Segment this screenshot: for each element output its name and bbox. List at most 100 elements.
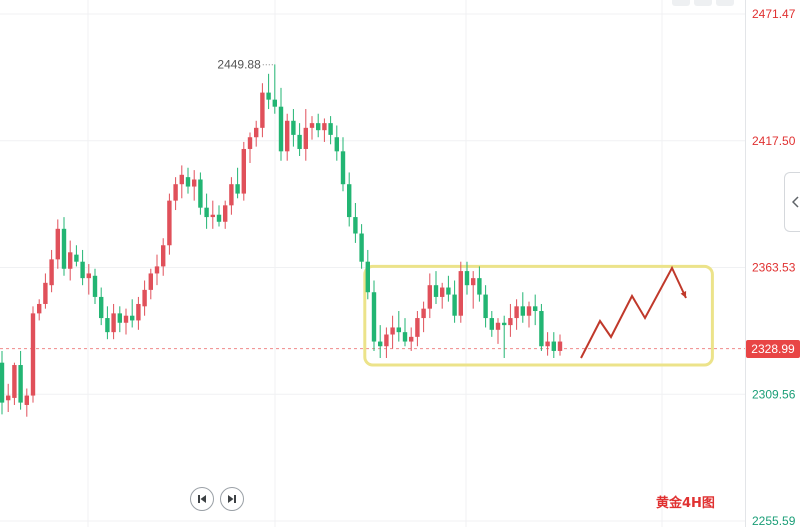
candle [514,299,519,330]
candle [359,224,364,269]
candle [340,137,346,192]
high-price-label: 2449.88 [217,58,261,72]
candle [241,141,246,201]
chevron-left-icon [791,196,799,208]
candle-body [167,200,172,246]
candle-body [347,184,352,218]
current-price-tag: 2328.99 [746,339,800,358]
candle-body [520,306,525,316]
candle-body [285,120,290,152]
candle [210,200,215,229]
next-button[interactable] [220,487,244,511]
candle [179,165,184,199]
top-tab[interactable] [672,0,690,6]
candle-body [489,318,494,330]
candle-body [92,275,98,297]
candle [396,311,401,342]
candle [130,299,135,328]
candle-body [508,318,513,326]
candle [489,311,494,337]
candle-body [6,395,11,401]
candle-body [254,127,259,138]
top-tab[interactable] [694,0,712,6]
candle [458,261,463,323]
candle [402,318,408,347]
candle-body [210,214,215,218]
skip-back-icon [198,495,206,503]
candle [80,249,85,286]
candle-body [111,313,116,333]
candle [154,254,160,286]
candle-body [309,123,315,128]
projection-line [580,265,687,359]
candle-body [142,289,147,307]
candle-body [80,261,85,279]
candle-body [117,313,122,323]
candle-body [216,214,222,222]
candle-body [0,362,5,403]
candle [365,249,370,300]
candle [229,177,234,215]
candle [409,327,414,351]
top-tab[interactable] [716,0,734,6]
price-axis-label: 2255.59 [752,514,796,527]
candle-body [18,365,23,403]
candle [316,113,321,138]
candle-body [99,296,104,319]
candle [260,83,265,138]
candle [86,264,91,295]
prev-button[interactable] [190,487,214,511]
candle-body [340,151,346,185]
price-axis-label: 2363.53 [752,261,796,275]
candle-body [130,315,135,321]
candle-body [204,207,209,218]
candle-body [316,123,321,131]
candle-body [415,318,420,337]
candle [272,64,277,114]
candle [216,205,222,227]
candle [427,273,432,319]
candle-body [328,123,333,135]
candle-body [12,365,17,398]
candle [198,172,203,215]
candle-body [105,318,110,333]
candle [526,301,532,328]
candle [384,327,389,358]
candle-body [229,184,234,206]
candle [446,275,451,302]
candle-body [545,341,550,347]
candle [161,238,166,276]
collapse-panel-tab[interactable] [784,172,800,232]
candle-body [74,254,79,262]
range-box [363,264,714,367]
candle-body [359,233,364,262]
candle [117,306,122,333]
candle-body [30,313,36,396]
candle [421,301,426,333]
price-axis-label: 2417.50 [752,134,796,148]
candle-body [68,252,73,269]
candles [0,64,563,417]
candle [61,217,67,276]
candle [6,383,11,413]
candle [30,306,36,403]
candle-body [514,306,519,319]
candle [43,273,48,309]
candle [185,167,191,194]
candle [291,109,296,147]
candle [371,280,377,351]
candle [167,193,172,255]
candle-body [390,327,395,335]
candle-body [297,134,302,149]
candle-body [49,259,54,286]
candle [12,362,17,405]
candle-body [378,341,383,347]
candle [328,116,333,145]
candle-body [61,228,67,269]
candle [322,118,327,142]
candle-body [37,303,42,314]
candle [24,388,29,417]
candle [123,308,129,335]
candle [148,268,153,300]
